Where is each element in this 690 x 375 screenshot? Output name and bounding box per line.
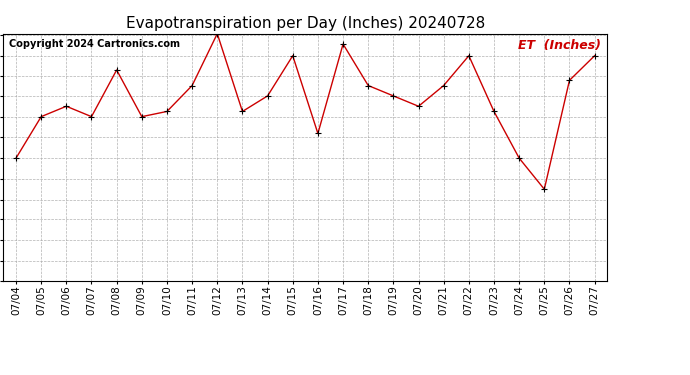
Text: ET  (Inches): ET (Inches) bbox=[518, 39, 601, 52]
Title: Evapotranspiration per Day (Inches) 20240728: Evapotranspiration per Day (Inches) 2024… bbox=[126, 16, 485, 31]
Text: Copyright 2024 Cartronics.com: Copyright 2024 Cartronics.com bbox=[10, 39, 181, 49]
